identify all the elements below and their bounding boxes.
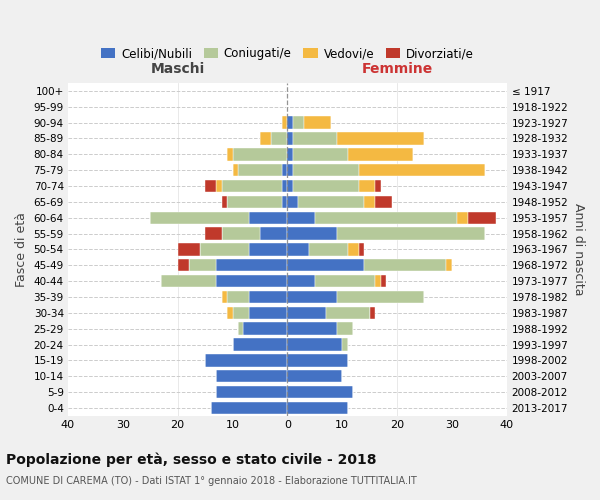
Bar: [347, 148, 413, 160]
Bar: [205, 228, 221, 239]
Bar: [260, 132, 271, 144]
Bar: [469, 212, 496, 224]
Bar: [221, 228, 260, 239]
Bar: [326, 306, 370, 319]
Y-axis label: Fasce di età: Fasce di età: [15, 212, 28, 287]
Bar: [457, 212, 469, 224]
Bar: [221, 291, 227, 303]
Bar: [287, 275, 315, 287]
Bar: [178, 259, 188, 272]
Bar: [238, 164, 282, 176]
Bar: [216, 386, 287, 398]
Bar: [293, 132, 337, 144]
Bar: [282, 164, 287, 176]
Bar: [375, 180, 380, 192]
Bar: [233, 306, 249, 319]
Bar: [364, 196, 375, 208]
Bar: [227, 306, 233, 319]
Bar: [287, 180, 293, 192]
Bar: [216, 275, 287, 287]
Bar: [271, 132, 287, 144]
Bar: [216, 370, 287, 382]
Bar: [380, 275, 386, 287]
Bar: [238, 322, 244, 335]
Bar: [287, 196, 298, 208]
Bar: [205, 180, 216, 192]
Bar: [233, 148, 287, 160]
Bar: [347, 243, 359, 256]
Text: Maschi: Maschi: [151, 62, 205, 76]
Bar: [287, 212, 315, 224]
Bar: [287, 243, 309, 256]
Bar: [249, 243, 287, 256]
Bar: [221, 196, 227, 208]
Bar: [287, 259, 364, 272]
Bar: [161, 275, 216, 287]
Bar: [287, 116, 293, 129]
Bar: [200, 243, 249, 256]
Y-axis label: Anni di nascita: Anni di nascita: [572, 203, 585, 296]
Bar: [287, 132, 293, 144]
Bar: [287, 402, 347, 414]
Bar: [359, 164, 485, 176]
Bar: [287, 306, 326, 319]
Bar: [359, 180, 375, 192]
Bar: [287, 370, 342, 382]
Bar: [287, 338, 342, 350]
Bar: [227, 148, 233, 160]
Bar: [188, 259, 216, 272]
Bar: [315, 275, 375, 287]
Bar: [293, 164, 359, 176]
Bar: [293, 116, 304, 129]
Bar: [282, 116, 287, 129]
Bar: [287, 386, 353, 398]
Text: Femmine: Femmine: [361, 62, 433, 76]
Bar: [293, 148, 347, 160]
Bar: [249, 291, 287, 303]
Bar: [221, 180, 282, 192]
Bar: [293, 180, 359, 192]
Bar: [233, 164, 238, 176]
Text: COMUNE DI CAREMA (TO) - Dati ISTAT 1° gennaio 2018 - Elaborazione TUTTITALIA.IT: COMUNE DI CAREMA (TO) - Dati ISTAT 1° ge…: [6, 476, 417, 486]
Legend: Celibi/Nubili, Coniugati/e, Vedovi/e, Divorziati/e: Celibi/Nubili, Coniugati/e, Vedovi/e, Di…: [96, 42, 479, 64]
Bar: [287, 148, 293, 160]
Bar: [216, 259, 287, 272]
Bar: [337, 291, 424, 303]
Bar: [342, 338, 347, 350]
Bar: [211, 402, 287, 414]
Bar: [233, 338, 287, 350]
Bar: [287, 354, 347, 366]
Bar: [260, 228, 287, 239]
Bar: [205, 354, 287, 366]
Bar: [249, 306, 287, 319]
Bar: [227, 196, 282, 208]
Bar: [375, 196, 392, 208]
Bar: [337, 132, 424, 144]
Bar: [315, 212, 457, 224]
Bar: [287, 164, 293, 176]
Bar: [287, 291, 337, 303]
Text: Popolazione per età, sesso e stato civile - 2018: Popolazione per età, sesso e stato civil…: [6, 452, 377, 467]
Bar: [364, 259, 446, 272]
Bar: [287, 322, 337, 335]
Bar: [216, 180, 221, 192]
Bar: [282, 196, 287, 208]
Bar: [337, 228, 485, 239]
Bar: [309, 243, 347, 256]
Bar: [249, 212, 287, 224]
Bar: [298, 196, 364, 208]
Bar: [287, 228, 337, 239]
Bar: [227, 291, 249, 303]
Bar: [359, 243, 364, 256]
Bar: [244, 322, 287, 335]
Bar: [446, 259, 452, 272]
Bar: [282, 180, 287, 192]
Bar: [304, 116, 331, 129]
Bar: [150, 212, 249, 224]
Bar: [337, 322, 353, 335]
Bar: [370, 306, 375, 319]
Bar: [178, 243, 200, 256]
Bar: [375, 275, 380, 287]
